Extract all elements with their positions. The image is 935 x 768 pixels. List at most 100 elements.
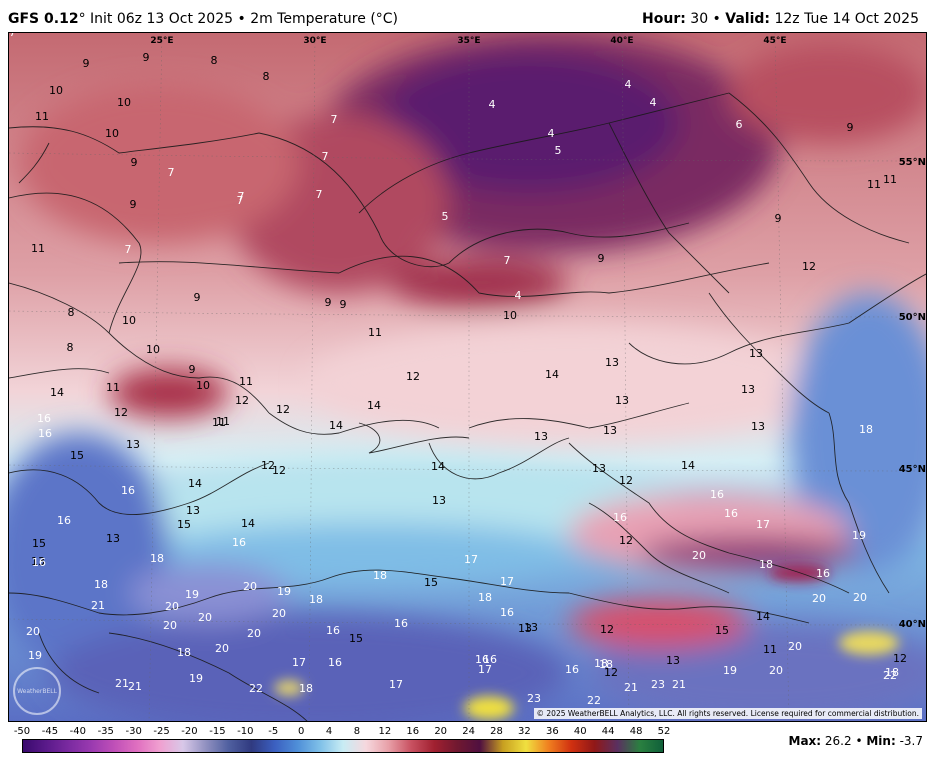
- temperature-label: 14: [431, 460, 445, 473]
- longitude-label: 35°E: [457, 36, 480, 46]
- temperature-label: 9: [325, 296, 332, 309]
- max-min-stats: Max: 26.2 • Min: -3.7: [789, 734, 923, 748]
- temperature-map[interactable]: 25°E 30°E 35°E 40°E 45°E 55°N50°N45°N40°N 99…: [9, 33, 927, 722]
- temperature-label: 10: [122, 314, 136, 327]
- temperature-label: 16: [710, 488, 724, 501]
- temperature-label: 20: [198, 611, 212, 624]
- temperature-label: 13: [31, 555, 45, 568]
- temperature-label: 9: [847, 121, 854, 134]
- temperature-label: 9: [194, 291, 201, 304]
- temperature-label: 11: [35, 110, 49, 123]
- temperature-label: 9: [598, 252, 605, 265]
- field-name: 2m Temperature (°C): [250, 11, 399, 27]
- temperature-label: 8: [67, 341, 74, 354]
- hour-value: 30: [685, 11, 709, 27]
- longitude-label: 40°E: [610, 36, 633, 46]
- temperature-label: 18: [885, 666, 899, 679]
- temperature-label: 12: [261, 459, 275, 472]
- temperature-label: 11: [212, 416, 226, 429]
- header: GFS 0.12° Init 06z 13 Oct 2025 • 2m Temp…: [0, 0, 935, 32]
- temperature-label: 13: [741, 383, 755, 396]
- temperature-label: 7: [237, 194, 244, 207]
- temperature-label: 20: [247, 627, 261, 640]
- latitude-label: 50°N: [899, 312, 926, 323]
- colorbar-tick: 12: [378, 726, 392, 737]
- colorbar-tick: -30: [125, 726, 142, 737]
- graticule: [9, 33, 926, 721]
- temperature-label: 13: [666, 654, 680, 667]
- temperature-label: 10: [105, 127, 119, 140]
- temperature-label: 18: [309, 593, 323, 606]
- longitude-labels: 25°E 30°E 35°E 40°E 45°E: [150, 36, 786, 46]
- temperature-label: 16: [328, 656, 342, 669]
- temperature-label: 5: [555, 144, 562, 157]
- temperature-label: 14: [188, 477, 202, 490]
- temperature-label: 9: [143, 51, 150, 64]
- temperature-label: 13: [749, 347, 763, 360]
- temperature-label: 18: [599, 658, 613, 671]
- temperature-label: 18: [177, 646, 191, 659]
- colorbar-tick: 24: [462, 726, 475, 737]
- temperature-label: 18: [859, 423, 873, 436]
- temperature-label: 18: [373, 569, 387, 582]
- temperature-label: 15: [70, 449, 84, 462]
- colorbar-tick: -20: [181, 726, 198, 737]
- temperature-label: 14: [681, 459, 695, 472]
- temperature-label: 16: [232, 536, 246, 549]
- colorbar-ticks: -50 -45 -40 -35 -30 -25 -20 -15 -10 -5 0 4 8 12 16 20 24…: [14, 726, 671, 738]
- colorbar-tick: 20: [434, 726, 448, 737]
- temperature-label: 20: [26, 625, 40, 638]
- temperature-label: 17: [756, 518, 770, 531]
- temperature-label: 16: [326, 624, 340, 637]
- borders-layer: [9, 92, 926, 721]
- temperature-label: 13: [126, 438, 140, 451]
- colorbar-tick: 32: [518, 726, 531, 737]
- temperature-label: 15: [177, 518, 191, 531]
- temperature-label: 20: [788, 640, 802, 653]
- temperature-label: 13: [524, 621, 538, 634]
- weatherbell-logo: WeatherBELL: [13, 667, 61, 715]
- temperature-label: 7: [168, 166, 175, 179]
- temperature-label: 16: [483, 653, 497, 666]
- temperature-label: 14: [50, 386, 64, 399]
- temperature-label: 12: [604, 666, 618, 679]
- temperature-label: 13: [106, 532, 120, 545]
- temperature-label: 20: [769, 664, 783, 677]
- temperature-label: 16: [57, 514, 71, 527]
- stats-separator: •: [851, 734, 867, 748]
- temperature-label: 12: [276, 403, 290, 416]
- valid-value: 12z Tue 14 Oct 2025: [770, 11, 919, 27]
- temperature-label: 18: [759, 558, 773, 571]
- latitude-labels: 55°N 50°N 45°N 40°N: [899, 157, 926, 630]
- temperature-label: 7: [316, 188, 323, 201]
- temperature-label: 11: [216, 415, 230, 428]
- temperature-label: 12: [235, 394, 249, 407]
- temperature-label: 18: [594, 657, 608, 670]
- temperature-label: 14: [329, 419, 343, 432]
- colorbar-tick: 40: [573, 726, 587, 737]
- temperature-label: 13: [592, 462, 606, 475]
- temperature-label: 14: [545, 368, 559, 381]
- temperature-label: 18: [299, 682, 313, 695]
- temperature-label: 16: [613, 511, 627, 524]
- colorbar-tick: -25: [153, 726, 170, 737]
- temperature-label: 17: [500, 575, 514, 588]
- temperature-label: 4: [515, 289, 522, 302]
- colorbar-tick: -10: [237, 726, 254, 737]
- temperature-label: 22: [883, 669, 897, 682]
- temperature-label: 12: [893, 652, 907, 665]
- colorbar-tick: 16: [406, 726, 420, 737]
- title-separator: •: [233, 11, 251, 27]
- temperature-label: 16: [724, 507, 738, 520]
- colorbar-tick: 28: [490, 726, 503, 737]
- temperature-label: 20: [853, 591, 867, 604]
- temperature-label: 9: [131, 156, 138, 169]
- temperature-label: 14: [241, 517, 255, 530]
- temperature-label: 13: [603, 424, 617, 437]
- temperature-label: 4: [650, 96, 657, 109]
- temperature-label: 22: [249, 682, 263, 695]
- temperature-label: 16: [565, 663, 579, 676]
- temperature-field: [9, 33, 926, 721]
